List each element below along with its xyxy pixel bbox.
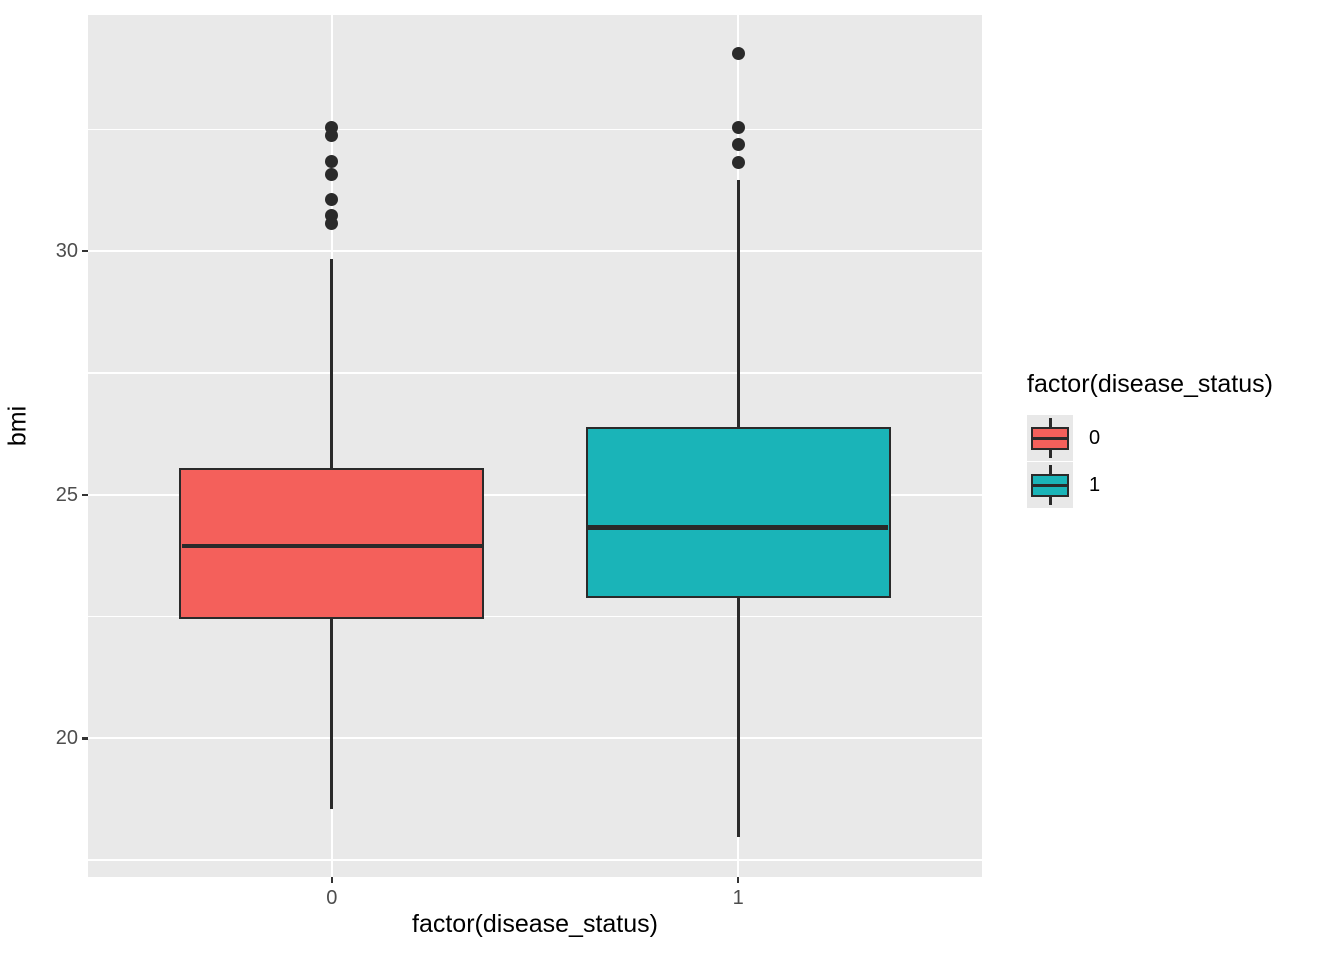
legend-glyph-box: [1031, 473, 1069, 497]
box-group-1: [585, 427, 891, 598]
legend-glyph-median: [1033, 483, 1067, 487]
legend-title: factor(disease_status): [1027, 370, 1273, 398]
legend-entry-label: 0: [1089, 426, 1101, 449]
y-tick-mark: [82, 493, 88, 496]
x-tick-label: 1: [732, 887, 744, 909]
legend-entry-0: 0: [1027, 415, 1273, 461]
y-axis-title: bmi: [3, 405, 32, 447]
gridline-major-y: [88, 737, 982, 740]
median-line-1: [588, 525, 888, 530]
gridline-minor-y: [88, 859, 982, 861]
outlier-dot: [325, 193, 339, 207]
outlier-dot: [731, 155, 745, 169]
x-tick-mark: [736, 877, 740, 883]
legend-glyph-median: [1033, 436, 1067, 440]
x-axis-title: factor(disease_status): [412, 910, 658, 938]
x-tick-label: 0: [326, 887, 338, 909]
legend-glyph-box: [1031, 426, 1069, 450]
y-tick-label: 30: [55, 240, 78, 263]
outlier-dot: [325, 208, 339, 222]
legend-entry-1: 1: [1027, 462, 1273, 508]
outlier-dot: [325, 167, 339, 181]
outlier-dot: [325, 120, 339, 134]
y-tick-mark: [82, 249, 88, 253]
x-tick-mark: [330, 877, 334, 883]
y-tick-label: 20: [55, 727, 78, 750]
outlier-dot: [731, 46, 745, 60]
gridline-minor-y: [88, 372, 982, 374]
gridline-major-y: [88, 493, 982, 496]
outlier-dot: [731, 137, 745, 151]
outlier-dot: [325, 154, 339, 168]
median-line-0: [182, 543, 482, 549]
outlier-dot: [731, 120, 745, 134]
legend-key-1: [1027, 462, 1073, 508]
gridline-minor-y: [88, 615, 982, 618]
gridline-minor-y: [88, 128, 982, 131]
y-tick-mark: [82, 737, 88, 740]
box-group-0: [179, 467, 485, 619]
legend-entry-label: 1: [1089, 473, 1101, 496]
legend-key-0: [1027, 415, 1073, 461]
gridline-major-y: [88, 250, 982, 253]
y-tick-label: 25: [55, 483, 78, 506]
